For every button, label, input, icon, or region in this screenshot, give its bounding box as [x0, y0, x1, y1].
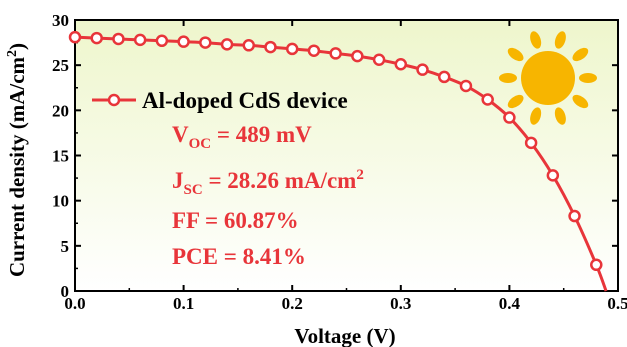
y-tick-label: 15	[52, 147, 69, 166]
y-tick-label: 30	[52, 11, 69, 30]
data-point	[285, 42, 299, 56]
sun-ray	[499, 73, 517, 83]
data-point	[524, 136, 538, 150]
data-point	[112, 32, 125, 46]
data-point	[394, 58, 408, 71]
pce-annotation: PCE = 8.41%	[172, 244, 306, 269]
data-point	[437, 70, 451, 84]
sun-ray	[507, 47, 524, 62]
sun-ray	[579, 73, 597, 83]
data-point	[329, 47, 342, 60]
y-tick-label: 10	[52, 192, 69, 211]
sun-ray	[572, 94, 589, 109]
y-tick-label: 0	[61, 282, 70, 301]
data-point	[481, 93, 494, 106]
data-point	[264, 40, 277, 54]
x-tick-label: 0.2	[282, 294, 303, 313]
ff-annotation: FF = 60.87%	[172, 208, 299, 233]
sun-icon	[499, 31, 597, 125]
legend: Al-doped CdS device	[92, 88, 348, 113]
data-point	[372, 53, 386, 66]
y-tick-label: 25	[52, 56, 69, 75]
data-point	[351, 49, 364, 63]
jsc-annotation: JSC = 28.26 mA/cm2	[172, 167, 364, 198]
sun-ray	[554, 31, 566, 49]
data-point	[242, 39, 256, 52]
sun-ray	[554, 107, 566, 125]
x-tick-label: 0.3	[390, 294, 411, 313]
y-axis-title: Current density (mA/cm2)	[5, 43, 29, 277]
data-point	[90, 31, 103, 45]
sun-ray	[530, 31, 542, 49]
data-point	[590, 258, 603, 272]
data-point	[416, 63, 429, 76]
y-tick-label: 5	[61, 237, 70, 256]
data-point	[220, 38, 234, 51]
sun-disc	[521, 51, 575, 105]
legend-marker	[107, 93, 121, 107]
sun-ray	[507, 94, 524, 109]
data-point	[68, 30, 82, 44]
ticks: 0.0 0.1 0.2 0.3 0.4 0.5 0 5 10 15 20 25 30	[52, 11, 627, 313]
x-tick-label: 0.5	[607, 294, 627, 313]
x-tick-label: 0.0	[64, 294, 85, 313]
sun-ray	[572, 47, 589, 62]
series-layer	[68, 30, 608, 292]
voc-annotation: VOC = 489 mV	[172, 122, 312, 152]
data-point	[503, 111, 516, 124]
y-tick-label: 20	[52, 101, 69, 120]
x-tick-label: 0.4	[499, 294, 521, 313]
legend-label: Al-doped CdS device	[142, 88, 348, 113]
data-point	[459, 79, 473, 93]
x-tick-label: 0.1	[173, 294, 194, 313]
sun-ray	[530, 107, 542, 125]
data-point	[199, 36, 212, 49]
data-point	[177, 35, 190, 48]
data-point	[568, 209, 581, 223]
data-point	[307, 44, 321, 57]
data-point	[155, 34, 169, 48]
data-point	[546, 169, 560, 182]
data-point	[133, 33, 147, 47]
x-axis-title: Voltage (V)	[294, 324, 395, 347]
